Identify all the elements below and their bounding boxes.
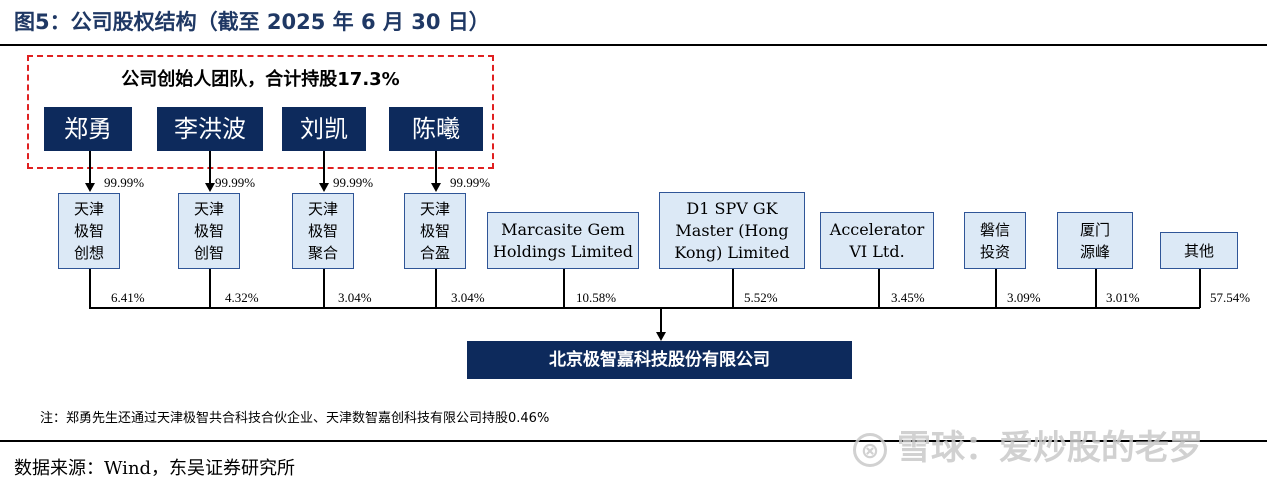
stake-label: 5.52% xyxy=(744,290,778,305)
founder-connector xyxy=(209,151,211,184)
arrow-down-icon xyxy=(85,183,95,192)
connector-line xyxy=(995,269,997,308)
founder-connector xyxy=(89,151,91,184)
founder-liu-kai: 刘凯 xyxy=(282,107,366,151)
shareholder-box: 天津 极智 聚合 xyxy=(292,193,354,269)
connector-line xyxy=(732,269,734,308)
shareholder-box: 天津 极智 合盈 xyxy=(404,193,466,269)
watermark-text: 雪球：爱炒股的老罗 xyxy=(897,428,1203,468)
founder-li-hongbo: 李洪波 xyxy=(157,107,263,151)
snowball-logo-icon: ⊗ xyxy=(853,432,887,467)
founder-stake-label: 99.99% xyxy=(450,175,491,190)
connector-line xyxy=(1199,269,1201,308)
founder-group-box xyxy=(27,55,494,169)
shareholder-box: 厦门 源峰 xyxy=(1057,212,1133,269)
shareholder-box: 磐信 投资 xyxy=(964,212,1026,269)
footnote: 注：郑勇先生还通过天津极智共合科技合伙企业、天津数智嘉创科技有限公司持股0.46… xyxy=(40,411,550,426)
stake-label: 3.01% xyxy=(1106,290,1140,305)
company-connector xyxy=(660,307,662,334)
founder-group-caption: 公司创始人团队，合计持股17.3% xyxy=(121,69,400,90)
shareholder-box: Accelerator VI Ltd. xyxy=(820,212,934,269)
shareholder-box: Marcasite Gem Holdings Limited xyxy=(487,212,639,269)
source-rule xyxy=(0,440,1267,442)
stake-label: 3.09% xyxy=(1007,290,1041,305)
founder-stake-label: 99.99% xyxy=(333,175,374,190)
stake-label: 3.45% xyxy=(891,290,925,305)
shareholder-box: 天津 极智 创智 xyxy=(178,193,240,269)
arrow-down-icon xyxy=(205,183,215,192)
connector-line xyxy=(89,269,91,308)
stake-label: 6.41% xyxy=(111,290,145,305)
title-rule xyxy=(0,44,1267,46)
ownership-bus-line xyxy=(89,307,1200,309)
arrow-down-icon xyxy=(656,332,666,341)
arrow-down-icon xyxy=(431,183,441,192)
stake-label: 4.32% xyxy=(225,290,259,305)
founder-chen-xi: 陈曦 xyxy=(389,107,483,151)
stake-label: 10.58% xyxy=(576,290,617,305)
founder-stake-label: 99.99% xyxy=(215,175,256,190)
stake-label: 57.54% xyxy=(1210,290,1251,305)
stake-label: 3.04% xyxy=(338,290,372,305)
connector-line xyxy=(435,269,437,308)
connector-line xyxy=(209,269,211,308)
connector-line xyxy=(563,269,565,308)
figure-title: 图5：公司股权结构（截至 2025 年 6 月 30 日） xyxy=(14,10,490,34)
shareholder-box: D1 SPV GK Master (Hong Kong) Limited xyxy=(659,192,805,269)
connector-line xyxy=(1095,269,1097,308)
connector-line xyxy=(323,269,325,308)
arrow-down-icon xyxy=(319,183,329,192)
shareholder-box: 其他 xyxy=(1160,232,1238,269)
shareholder-box: 天津 极智 创想 xyxy=(58,193,120,269)
founder-connector xyxy=(323,151,325,184)
founder-zheng-yong: 郑勇 xyxy=(44,107,132,151)
connector-line xyxy=(878,269,880,308)
founder-stake-label: 99.99% xyxy=(104,175,145,190)
company-box: 北京极智嘉科技股份有限公司 xyxy=(467,341,852,379)
founder-connector xyxy=(435,151,437,184)
data-source: 数据来源：Wind，东吴证券研究所 xyxy=(14,458,296,479)
watermark: ⊗ 雪球：爱炒股的老罗 xyxy=(853,420,1203,469)
stake-label: 3.04% xyxy=(451,290,485,305)
